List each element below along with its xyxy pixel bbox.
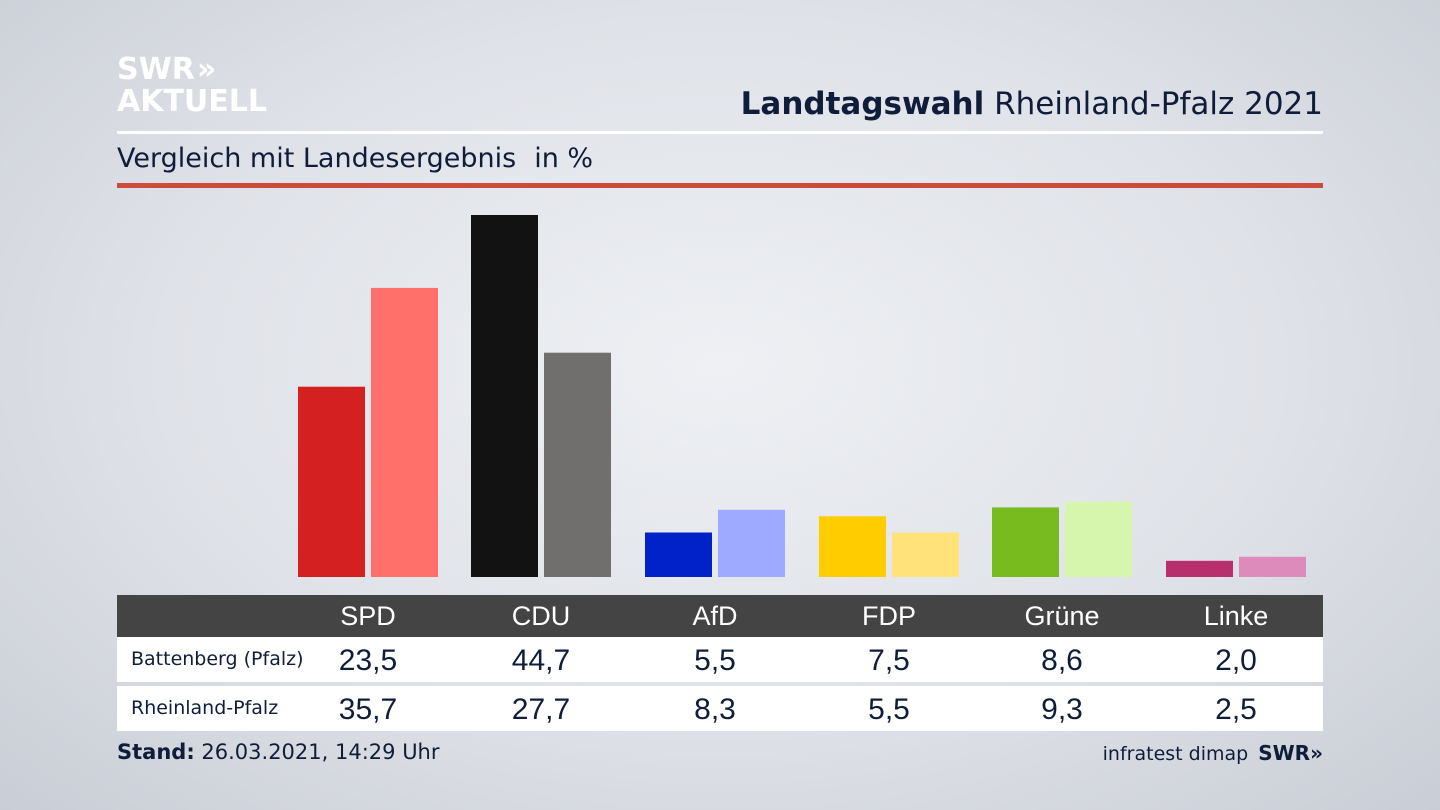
bar-grne-rheinland-pfalz [1065, 501, 1132, 577]
subtitle-unit: in % [534, 143, 594, 174]
bar-spd-battenberg [298, 386, 365, 577]
bar-fdp-battenberg [819, 516, 886, 577]
table-header-row: SPD CDU AfD FDP Grüne Linke [117, 595, 1323, 637]
stand-label: Stand: [117, 740, 195, 764]
chart-subtitle: Vergleich mit Landesergebnis in % [117, 143, 593, 174]
bar-linke-battenberg [1166, 560, 1233, 577]
table-cell: 8,3 [694, 693, 736, 726]
column-header: SPD [340, 601, 396, 631]
row-label: Rheinland-Pfalz [131, 697, 279, 719]
bar-spd-rheinland-pfalz [371, 287, 438, 577]
swr-aktuell-logo: SWR» AKTUELL [117, 54, 267, 118]
row-label: Battenberg (Pfalz) [131, 648, 304, 670]
column-header: Grüne [1024, 601, 1100, 631]
bar-cdu-battenberg [471, 215, 538, 577]
table-cell: 7,5 [868, 644, 910, 677]
column-header: AfD [692, 601, 738, 631]
column-header: Linke [1203, 601, 1269, 631]
table-cell: 23,5 [338, 644, 398, 677]
table-cell: 2,5 [1215, 693, 1257, 726]
table-cell: 9,3 [1041, 693, 1083, 726]
subtitle-divider [117, 183, 1323, 188]
source-text: infratest dimap [1102, 743, 1249, 765]
title-rest: Rheinland-Pfalz 2021 [994, 86, 1323, 122]
table-cell: 8,6 [1041, 644, 1083, 677]
bar-fdp-rheinland-pfalz [892, 532, 959, 577]
table-row: Rheinland-Pfalz 35,7 27,7 8,3 5,5 9,3 2,5 [117, 686, 1323, 731]
swr-logo-small: SWR» [1258, 741, 1323, 765]
source-credit: infratest dimap SWR» [1103, 741, 1323, 765]
column-header: CDU [511, 601, 571, 631]
timestamp: Stand: 26.03.2021, 14:29 Uhr [117, 740, 440, 764]
bar-afd-battenberg [645, 532, 712, 577]
logo-arrows-icon: » [196, 52, 217, 87]
bar-grne-battenberg [992, 507, 1059, 577]
results-table: SPD CDU AfD FDP Grüne Linke Battenberg (Pfalz… [117, 595, 1323, 731]
column-header: FDP [862, 601, 916, 631]
stand-value: 26.03.2021, 14:29 Uhr [201, 740, 440, 764]
table-cell: 2,0 [1215, 644, 1257, 677]
table-cell: 5,5 [694, 644, 736, 677]
title-bold: Landtagswahl [740, 86, 985, 122]
table-cell: 27,7 [511, 693, 571, 726]
logo-line2: AKTUELL [117, 84, 268, 119]
page-title: Landtagswahl Rheinland-Pfalz 2021 [741, 86, 1323, 122]
bar-cdu-rheinland-pfalz [544, 352, 611, 577]
bar-linke-rheinland-pfalz [1239, 556, 1306, 577]
table-cell: 5,5 [868, 693, 910, 726]
table-cell: 35,7 [338, 693, 398, 726]
header-divider [117, 131, 1323, 134]
bar-afd-rheinland-pfalz [718, 509, 785, 577]
table-row: Battenberg (Pfalz) 23,5 44,7 5,5 7,5 8,6 2,0 [117, 637, 1323, 682]
logo-line1: SWR [117, 52, 195, 87]
subtitle-text: Vergleich mit Landesergebnis [117, 143, 517, 174]
table-cell: 44,7 [511, 644, 571, 677]
